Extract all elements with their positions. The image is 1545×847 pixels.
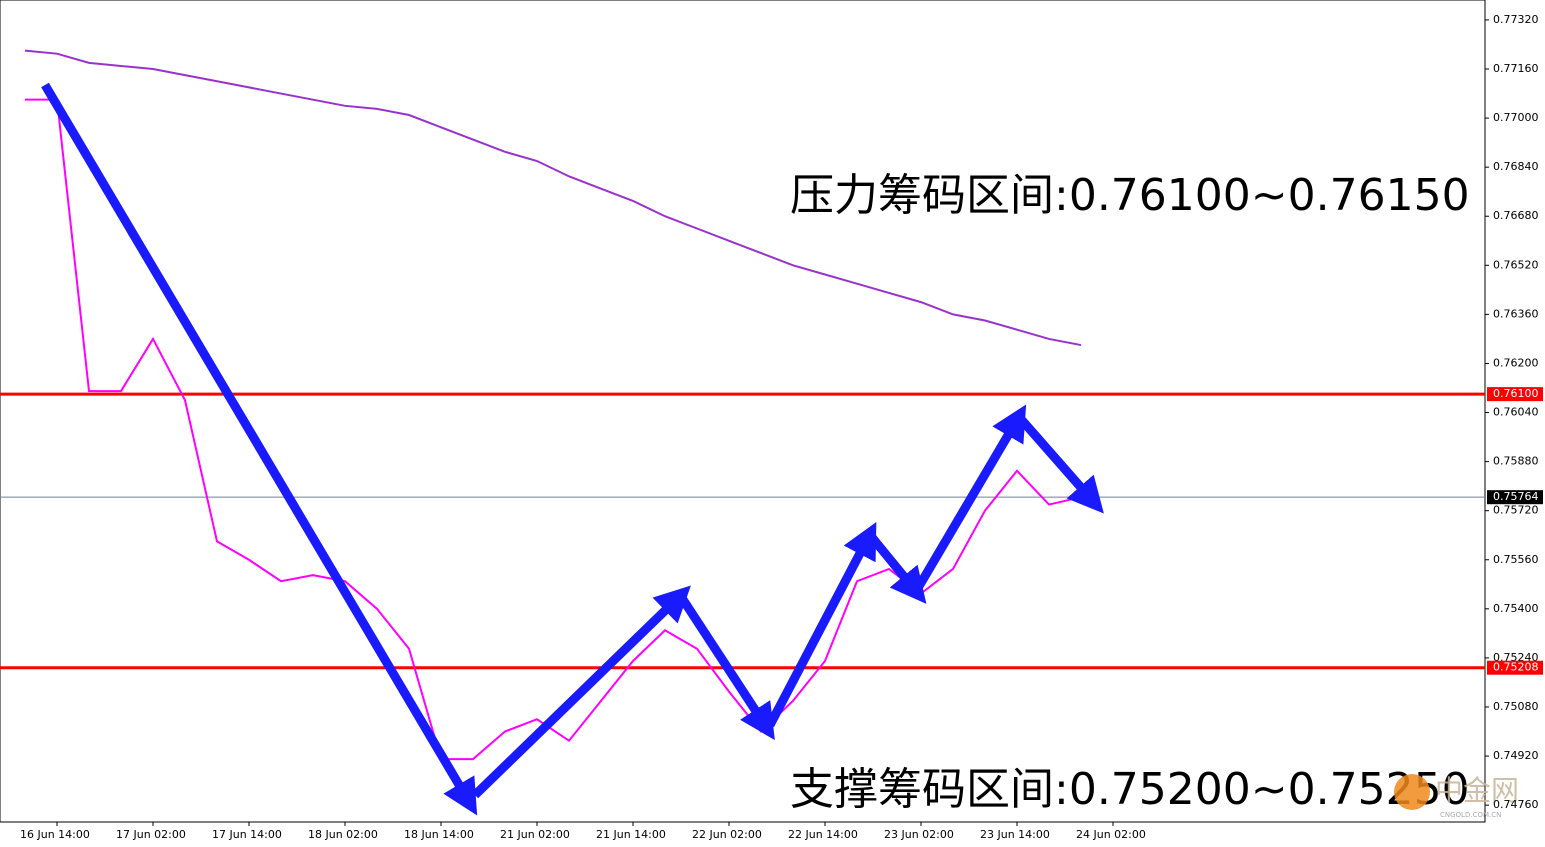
price-label-box bbox=[1487, 490, 1543, 505]
y-tick-label: 0.75560 bbox=[1493, 553, 1539, 566]
x-tick-label: 18 Jun 14:00 bbox=[404, 828, 474, 841]
resistance-annotation: 压力筹码区间:0.76100~0.76150 bbox=[790, 170, 1470, 221]
trend-arrows bbox=[766, 522, 877, 728]
y-tick-label: 0.77320 bbox=[1493, 13, 1539, 26]
y-tick-label: 0.77000 bbox=[1493, 111, 1539, 124]
x-tick-label: 24 Jun 02:00 bbox=[1076, 828, 1146, 841]
y-tick-label: 0.74760 bbox=[1493, 798, 1539, 811]
y-tick-label: 0.75400 bbox=[1493, 602, 1539, 615]
price-line bbox=[24, 49, 1082, 347]
x-tick-label: 22 Jun 02:00 bbox=[692, 828, 762, 841]
x-tick-label: 17 Jun 14:00 bbox=[212, 828, 282, 841]
support-annotation: 支撑筹码区间:0.75200~0.75250 bbox=[790, 764, 1470, 815]
trend-arrows bbox=[41, 82, 478, 816]
trend-arrows bbox=[471, 585, 691, 799]
price-label-box bbox=[1487, 387, 1543, 402]
trend-arrows bbox=[866, 532, 927, 604]
y-tick-label: 0.74920 bbox=[1493, 749, 1539, 762]
watermark-sub: CNGOLD.COM.CN bbox=[1440, 811, 1501, 819]
x-tick-label: 16 Jun 14:00 bbox=[20, 828, 90, 841]
y-tick-label: 0.76520 bbox=[1493, 258, 1539, 271]
price-label: 0.75208 bbox=[1493, 661, 1539, 674]
x-tick-label: 18 Jun 02:00 bbox=[308, 828, 378, 841]
y-tick-label: 0.75080 bbox=[1493, 700, 1539, 713]
y-tick-label: 0.75240 bbox=[1493, 651, 1539, 664]
y-tick-label: 0.75880 bbox=[1493, 455, 1539, 468]
y-tick-label: 0.76040 bbox=[1493, 406, 1539, 419]
x-tick-label: 17 Jun 02:00 bbox=[116, 828, 186, 841]
y-tick-label: 0.77160 bbox=[1493, 62, 1539, 75]
x-tick-label: 22 Jun 14:00 bbox=[788, 828, 858, 841]
x-tick-label: 23 Jun 14:00 bbox=[980, 828, 1050, 841]
y-tick-label: 0.76200 bbox=[1493, 356, 1539, 369]
price-label-box bbox=[1487, 660, 1543, 675]
x-tick-label: 21 Jun 02:00 bbox=[500, 828, 570, 841]
y-tick-label: 0.76840 bbox=[1493, 160, 1539, 173]
y-tick-label: 0.76360 bbox=[1493, 307, 1539, 320]
watermark-logo bbox=[1394, 774, 1430, 810]
x-tick-label: 21 Jun 14:00 bbox=[596, 828, 666, 841]
y-tick-label: 0.76680 bbox=[1493, 209, 1539, 222]
watermark: 中金网 bbox=[1435, 774, 1519, 807]
y-tick-label: 0.75720 bbox=[1493, 504, 1539, 517]
trend-arrows bbox=[914, 404, 1027, 591]
trend-arrows bbox=[676, 592, 775, 741]
price-label: 0.76100 bbox=[1493, 387, 1539, 400]
x-tick-label: 23 Jun 02:00 bbox=[884, 828, 954, 841]
price-label: 0.75764 bbox=[1493, 490, 1539, 503]
trend-arrows bbox=[1016, 415, 1104, 514]
